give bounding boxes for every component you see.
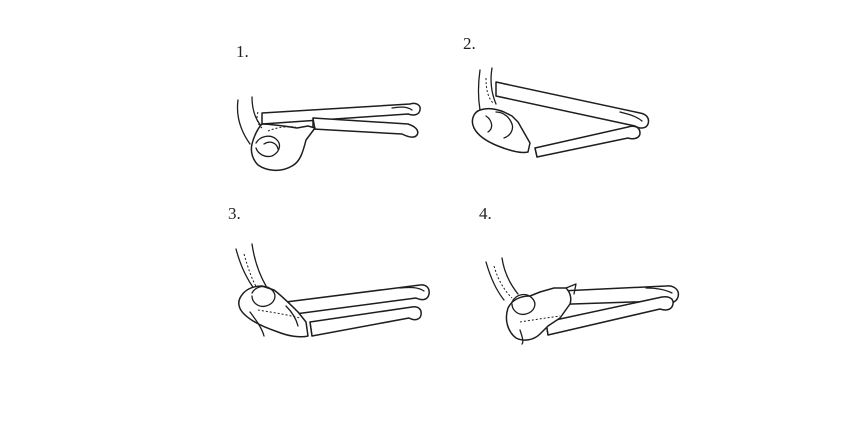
panel-2-radius [495,81,650,129]
panel-4-olecranon-fragment [505,283,577,341]
panel-2-olecranon-fragment [471,107,531,154]
panel-4-humerus [485,257,519,301]
panel-1-ulna-shaft [312,117,419,138]
panel-3: 3. [228,204,430,338]
panel-4-label: 4. [479,204,492,223]
panel-2: 2. [463,34,650,158]
panel-1: 1. [236,42,421,172]
panel-3-label: 3. [228,204,241,223]
panel-3-radius [277,284,430,317]
panel-3-olecranon-fragment [238,285,309,338]
panel-1-olecranon-fragment [250,123,316,172]
panel-3-humerus [235,243,267,291]
panel-2-label: 2. [463,34,476,53]
panel-2-ulna-shaft [534,125,641,158]
panel-1-radius [261,102,421,125]
panel-3-trochlea [257,305,301,327]
panel-4-trochlea [519,315,561,345]
panel-2-trochlea [485,115,493,133]
panel-1-trochlea [256,111,297,150]
panel-3-ulna-shaft [309,306,422,337]
panel-1-label: 1. [236,42,249,61]
panel-4: 4. [479,204,680,345]
panel-2-humerus [477,67,497,111]
